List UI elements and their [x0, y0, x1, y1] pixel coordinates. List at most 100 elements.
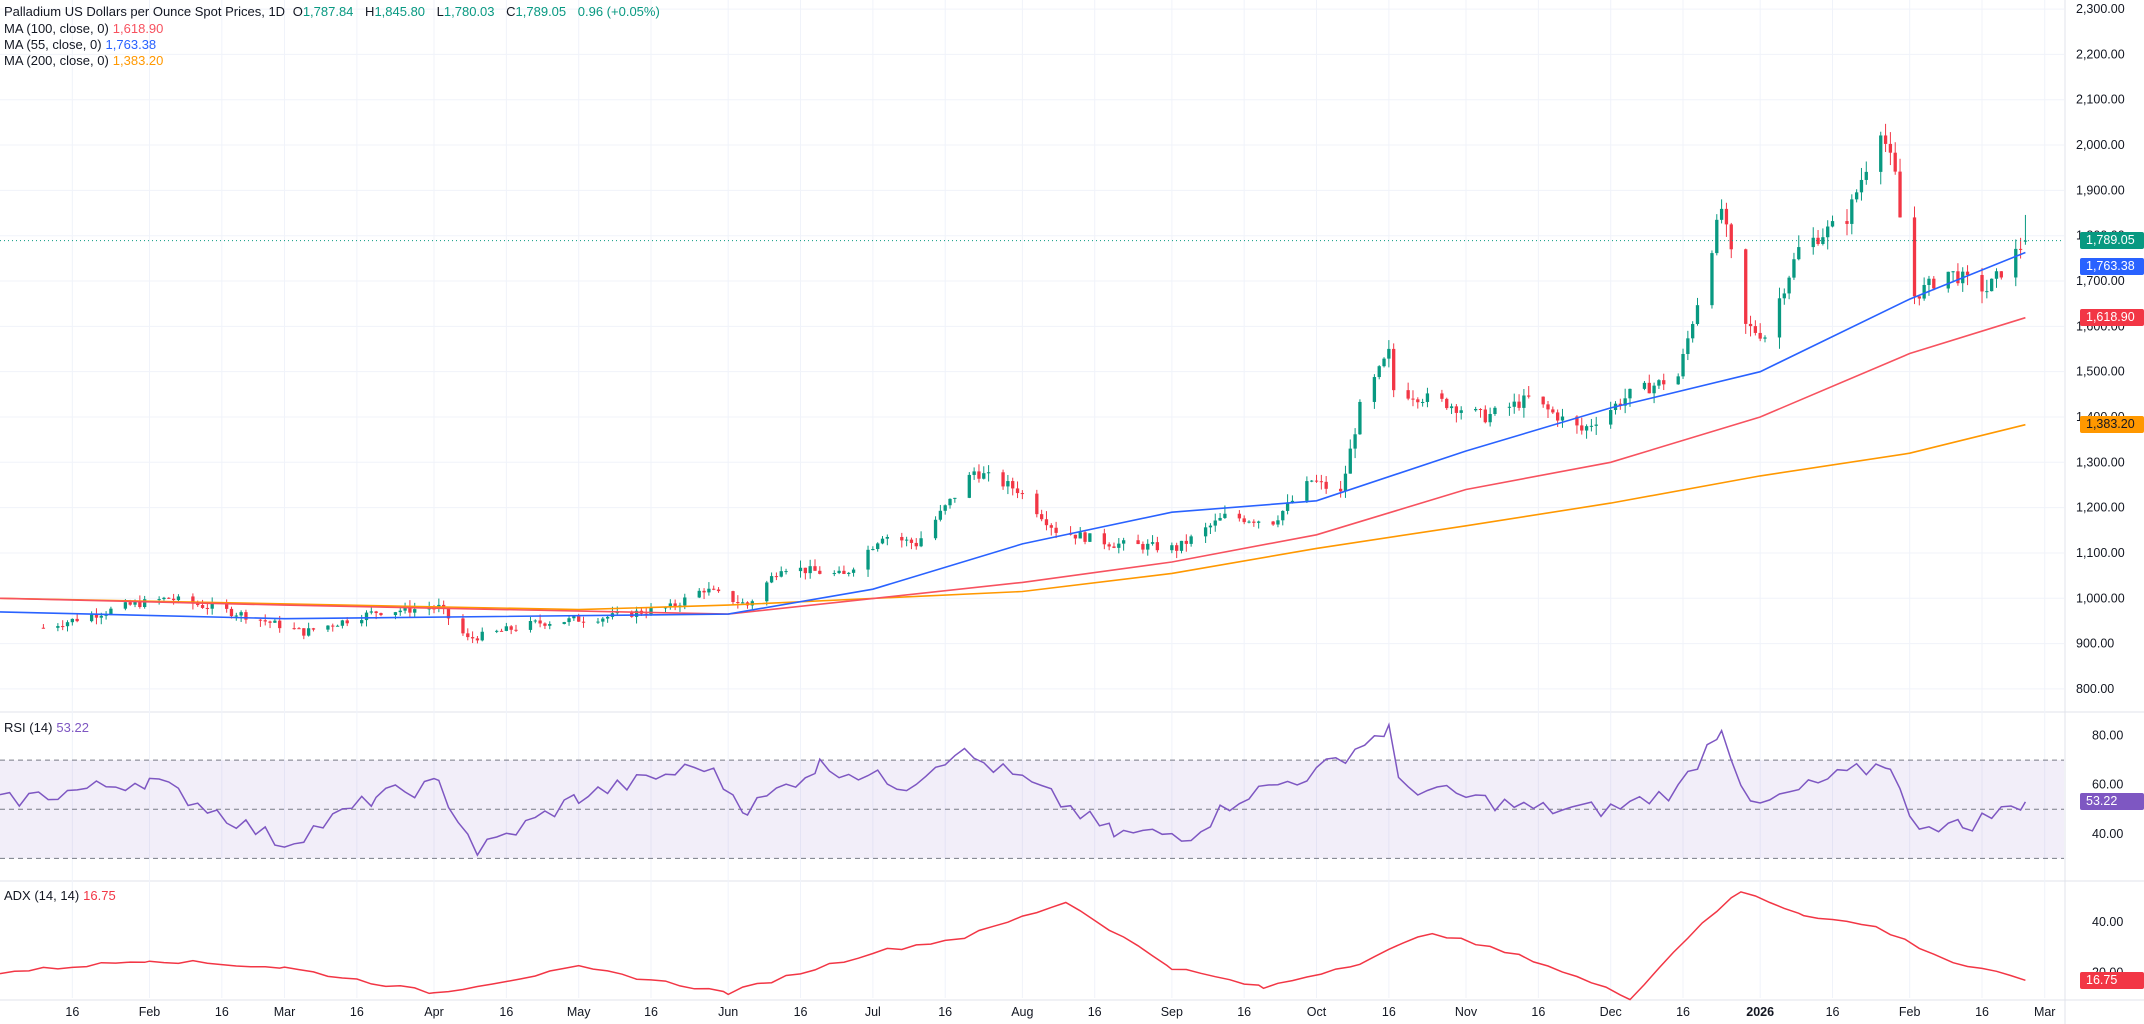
- candle-body: [1951, 271, 1955, 273]
- time-tick-label: 16: [1676, 1005, 1690, 1019]
- candle-body: [900, 536, 904, 541]
- candle-body: [1864, 171, 1868, 180]
- candle-body: [75, 618, 79, 622]
- close-label: C: [506, 4, 516, 19]
- candle-body: [1440, 393, 1444, 399]
- price-tick-label: 1,700.00: [2076, 274, 2125, 288]
- legend-main: Palladium US Dollars per Ounce Spot Pric…: [4, 4, 664, 20]
- ma100-label: MA (100, close, 0): [4, 21, 109, 36]
- candle-body: [1589, 425, 1594, 427]
- time-tick-label: 16: [1531, 1005, 1545, 1019]
- candle-body: [813, 566, 817, 571]
- legend-ma200: MA (200, close, 0) 1,383.20: [4, 53, 167, 69]
- rsi-label: RSI (14): [4, 720, 53, 735]
- candle-body: [548, 623, 552, 626]
- candle-body: [953, 497, 957, 499]
- candle-body: [1314, 480, 1319, 482]
- candle-body: [986, 472, 991, 474]
- candle-body: [495, 630, 499, 632]
- candle-body: [61, 626, 65, 628]
- candle-body: [369, 611, 373, 613]
- candle-body: [1879, 135, 1883, 172]
- candle-body: [668, 603, 672, 608]
- candle-body: [1290, 500, 1295, 503]
- price-tick-label: 1,300.00: [2076, 455, 2125, 469]
- candle-body: [634, 610, 639, 617]
- candle-body: [56, 626, 60, 628]
- candle-body: [1001, 472, 1005, 487]
- time-tick-label: Aug: [1011, 1005, 1033, 1019]
- ma200-line: [0, 423, 2026, 611]
- candle-body: [128, 602, 132, 605]
- candle-body: [943, 505, 947, 511]
- candle-body: [2023, 240, 2028, 242]
- candle-body: [1710, 253, 1714, 306]
- last-price-badge: 1,789.05: [2080, 232, 2144, 250]
- candle-body: [832, 573, 836, 575]
- candle-body: [866, 549, 870, 570]
- candle-body: [1777, 298, 1782, 338]
- candle-body: [871, 549, 875, 551]
- candle-body: [514, 629, 518, 631]
- ma55-value: 1,763.38: [105, 37, 157, 52]
- candle-body: [1175, 545, 1179, 551]
- candle-body: [1575, 416, 1579, 426]
- candle-body: [765, 582, 769, 602]
- price-tick-label: 2,000.00: [2076, 138, 2125, 152]
- candle-body: [1213, 520, 1217, 526]
- candle-body: [1787, 277, 1791, 294]
- time-tick-label: 16: [644, 1005, 658, 1019]
- time-tick-label: Jun: [718, 1005, 738, 1019]
- adx-line: [0, 891, 2026, 1001]
- candle-body: [273, 620, 277, 623]
- candle-body: [972, 471, 976, 475]
- candle-body: [1247, 521, 1251, 523]
- candle-body: [683, 597, 687, 606]
- candle-body: [1088, 533, 1092, 542]
- candle-body: [1662, 380, 1666, 385]
- time-tick-label: Feb: [1899, 1005, 1921, 1019]
- candle-body: [904, 539, 909, 541]
- candle-body: [1912, 217, 1917, 297]
- candle-body: [741, 602, 745, 604]
- ma200-label: MA (200, close, 0): [4, 53, 109, 68]
- candle-body: [1155, 542, 1160, 551]
- candle-body: [1170, 545, 1174, 551]
- high-label: H: [365, 4, 375, 19]
- candle-body: [1242, 518, 1246, 523]
- candle-body: [1078, 532, 1082, 539]
- adx-tick-label: 40.00: [2092, 915, 2123, 929]
- candle-body: [331, 625, 335, 627]
- candle-body: [1257, 521, 1261, 523]
- low-label: L: [436, 4, 444, 19]
- candle-body: [1319, 481, 1323, 483]
- candle-body: [191, 596, 195, 604]
- candle-body: [567, 618, 571, 623]
- candle-body: [1729, 224, 1733, 250]
- candle-body: [605, 616, 610, 619]
- time-tick-label: Apr: [424, 1005, 443, 1019]
- candle-body: [712, 588, 716, 590]
- candle-body: [1348, 448, 1352, 474]
- legend-rsi: RSI (14) 53.22: [4, 720, 93, 736]
- candle-body: [1792, 259, 1796, 278]
- candle-body: [234, 615, 238, 617]
- candle-body: [1445, 398, 1449, 409]
- candle-body: [1527, 395, 1531, 397]
- candle-body: [398, 610, 402, 613]
- candle-body: [1512, 401, 1516, 407]
- candle-body: [1507, 406, 1512, 408]
- candle-body: [162, 597, 166, 600]
- candle-body: [143, 599, 147, 608]
- candle-body: [1999, 271, 2003, 278]
- rsi-value: 53.22: [56, 720, 89, 735]
- candle-body: [967, 474, 971, 498]
- candle-body: [504, 626, 509, 631]
- candle-body: [292, 628, 296, 630]
- ma100-badge: 1,618.90: [2080, 309, 2144, 327]
- candle-body: [880, 538, 885, 544]
- candle-body: [798, 567, 803, 572]
- candle-body: [1353, 434, 1357, 449]
